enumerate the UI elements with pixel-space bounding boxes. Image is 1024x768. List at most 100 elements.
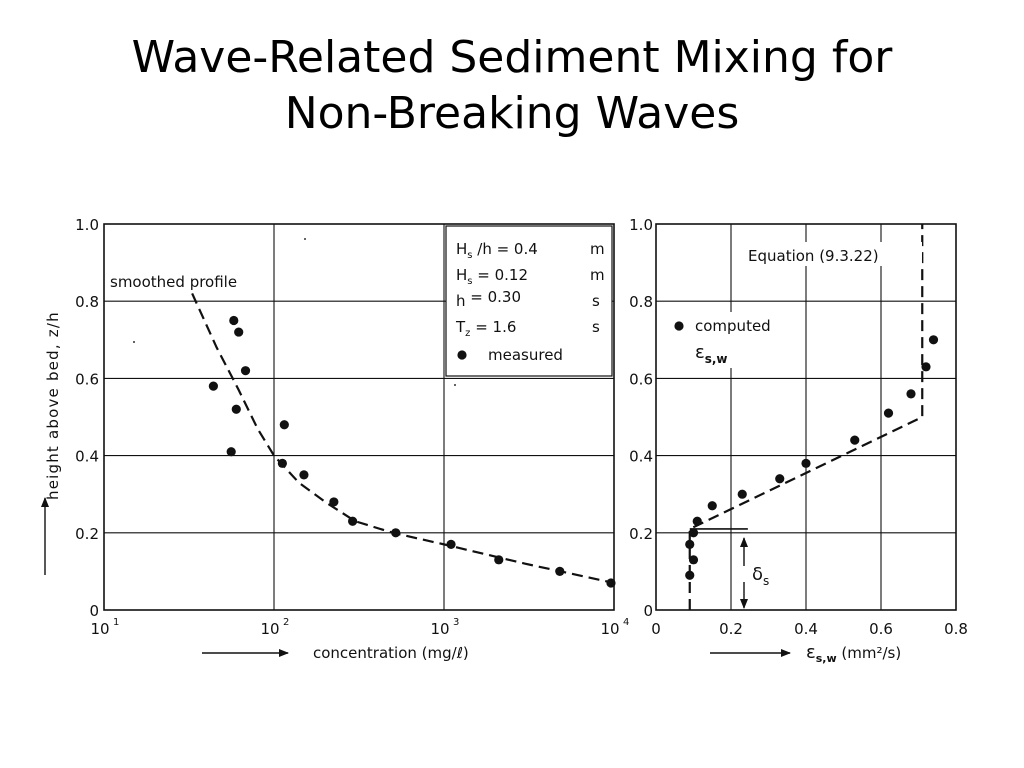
legend-row-2-unit: m xyxy=(590,266,605,284)
legend-row-1: Hs /h = 0.4 xyxy=(456,240,538,261)
measured-point xyxy=(231,404,241,414)
measured-point xyxy=(391,528,401,538)
computed-point xyxy=(921,362,931,372)
computed-point xyxy=(883,408,894,418)
right-y-tick-label: 0.4 xyxy=(629,448,653,466)
left-x-tick-label: 10 xyxy=(430,620,449,638)
computed-point xyxy=(906,389,916,399)
measured-point xyxy=(606,578,616,588)
left-y-tick-label: 0.2 xyxy=(75,525,99,543)
measured-point xyxy=(226,447,236,457)
measured-point xyxy=(299,470,309,480)
left-plot-frame xyxy=(103,223,615,611)
left-lines xyxy=(191,293,615,585)
left-y-tick-label: 1.0 xyxy=(75,216,99,234)
measured-point xyxy=(229,315,239,326)
computed-point xyxy=(801,458,811,468)
right-y-tick-label: 0.8 xyxy=(629,293,653,311)
left-y-tick-label: 0.6 xyxy=(75,370,99,388)
right-x-ticks: 0 0.2 0.4 0.6 0.8 xyxy=(651,620,968,638)
left-legend: Hs /h = 0.4 m Hs = 0.12 m h = 0.30 s Tz … xyxy=(455,240,605,364)
equation-line xyxy=(688,224,924,610)
measured-point xyxy=(329,497,339,507)
legend-row-3-unit: s xyxy=(592,292,600,310)
computed-point xyxy=(775,474,785,484)
legend-row-4-unit: s xyxy=(592,318,600,336)
measured-point xyxy=(277,458,287,468)
left-x-tick-exponent: 1 xyxy=(113,617,119,628)
left-x-tick-label: 10 xyxy=(90,620,109,638)
left-y-ticks: 0 0.2 0.4 0.6 0.8 1.0 xyxy=(75,216,99,620)
computed-point xyxy=(850,435,860,445)
legend-computed-label: computed xyxy=(695,317,771,335)
delta-s-label: δs xyxy=(752,564,769,588)
right-x-tick-label: 0.4 xyxy=(794,620,818,638)
left-legend-box xyxy=(445,225,613,377)
left-x-tick-label: 10 xyxy=(600,620,619,638)
smoothed-profile-line xyxy=(191,293,615,585)
legend-row-4: Tz = 1.6 xyxy=(455,318,516,339)
left-x-tick-exponent: 3 xyxy=(453,617,459,628)
right-y-tick-label: 0 xyxy=(643,602,653,620)
left-x-tick-label: 10 xyxy=(260,620,279,638)
equation-label-background xyxy=(744,242,922,266)
speck xyxy=(454,384,456,386)
left-y-tick-label: 0.4 xyxy=(75,448,99,466)
legend-measured-marker xyxy=(457,350,467,360)
left-x-tick-exponent: 4 xyxy=(623,617,629,628)
legend-row-2: Hs = 0.12 xyxy=(456,266,528,287)
left-chart: 0 0.2 0.4 0.6 0.8 1.0 10 1 10 2 10 3 10 4 smoothed p… xyxy=(41,216,629,662)
right-x-tick-label: 0.2 xyxy=(719,620,743,638)
right-chart: 0 0.2 0.4 0.6 0.8 1.0 0 0.2 0.4 0.6 0.8 Equation … xyxy=(629,216,968,665)
annotation-smoothed-profile: smoothed profile xyxy=(110,273,237,291)
right-x-tick-label: 0.6 xyxy=(869,620,893,638)
right-plot-frame xyxy=(655,223,957,611)
left-points xyxy=(208,315,616,588)
measured-point xyxy=(208,381,218,391)
computed-point xyxy=(688,555,699,565)
measured-point xyxy=(494,555,504,565)
right-x-tick-label: 0 xyxy=(651,620,661,638)
slide-title-line-1: Wave-Related Sediment Mixing for xyxy=(131,32,893,83)
measured-point xyxy=(348,516,358,526)
measured-point xyxy=(446,539,456,549)
right-y-tick-label: 0.2 xyxy=(629,525,653,543)
legend-row-3: h = 0.30 xyxy=(456,288,521,310)
left-x-axis-label: concentration (mg/ℓ) xyxy=(313,644,469,662)
left-y-axis-label: height above bed, z/h xyxy=(44,311,62,500)
computed-point xyxy=(737,489,747,499)
right-legend-background xyxy=(664,312,796,368)
right-y-tick-label: 0.6 xyxy=(629,370,653,388)
computed-point xyxy=(928,335,939,345)
legend-computed-marker xyxy=(674,321,684,331)
slide-title-line-2: Non-Breaking Waves xyxy=(284,88,740,139)
right-grid xyxy=(656,224,956,610)
measured-point xyxy=(240,366,251,376)
speck xyxy=(304,238,306,240)
slide-title: Wave-Related Sediment Mixing for Non-Bre… xyxy=(0,30,1024,142)
right-points xyxy=(685,335,939,580)
computed-point xyxy=(688,528,699,538)
legend-computed-symbol: εs,w xyxy=(695,342,728,366)
measured-point xyxy=(234,327,244,337)
right-lines xyxy=(688,224,924,610)
speck xyxy=(133,341,135,343)
right-y-ticks: 0 0.2 0.4 0.6 0.8 1.0 xyxy=(629,216,653,620)
left-y-tick-label: 0.8 xyxy=(75,293,99,311)
computed-point xyxy=(685,539,695,549)
measured-point xyxy=(279,420,289,430)
computed-point xyxy=(685,570,695,580)
left-y-tick-label: 0 xyxy=(89,602,99,620)
legend-row-1-unit: m xyxy=(590,240,605,258)
computed-point xyxy=(692,516,702,526)
measured-point xyxy=(555,566,565,577)
legend-measured-label: measured xyxy=(488,346,563,364)
left-x-ticks: 10 1 10 2 10 3 10 4 xyxy=(90,617,629,638)
right-y-tick-label: 1.0 xyxy=(629,216,653,234)
equation-label: Equation (9.3.22) xyxy=(748,247,879,265)
right-x-axis-label: εs,w (mm²/s) xyxy=(806,642,901,665)
right-x-tick-label: 0.8 xyxy=(944,620,968,638)
computed-point xyxy=(707,501,717,511)
left-x-tick-exponent: 2 xyxy=(283,617,289,628)
